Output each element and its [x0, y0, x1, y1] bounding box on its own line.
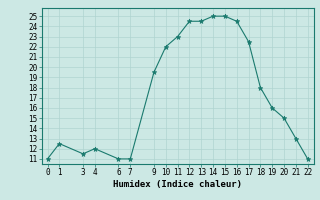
X-axis label: Humidex (Indice chaleur): Humidex (Indice chaleur) [113, 180, 242, 189]
